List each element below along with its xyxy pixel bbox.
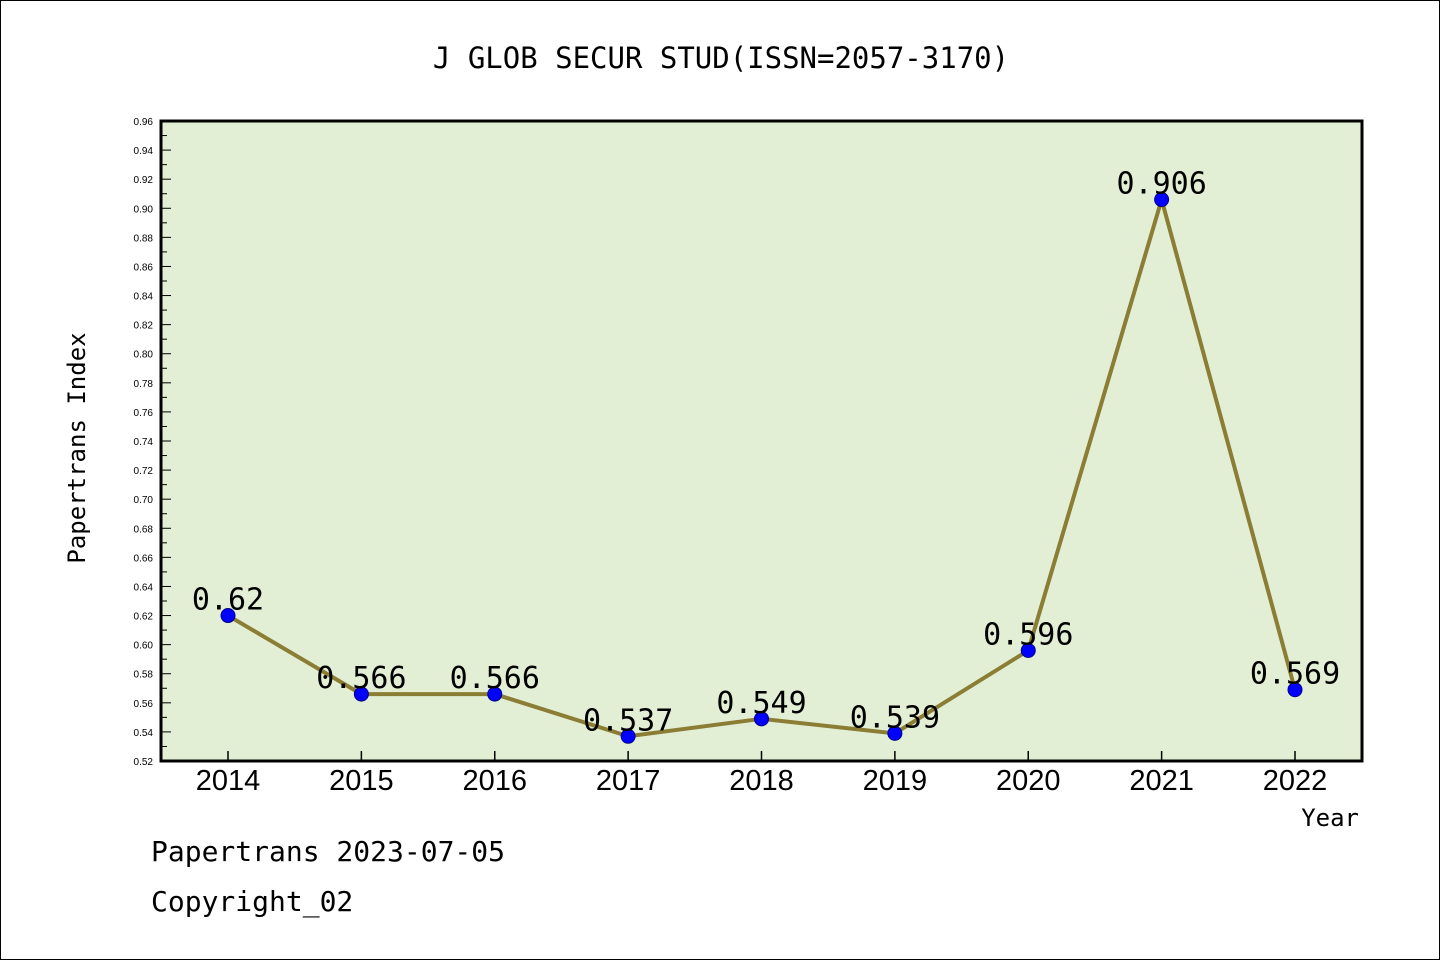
x-tick-label: 2021	[1129, 765, 1194, 797]
data-point	[1287, 682, 1303, 698]
y-tick-label: 0.74	[134, 437, 154, 448]
data-point	[754, 711, 769, 727]
data-label: 0.539	[850, 700, 940, 735]
y-tick-label: 0.90	[134, 204, 154, 215]
y-tick-label: 0.96	[134, 117, 154, 128]
y-tick-label: 0.80	[134, 350, 154, 361]
footer-copyright: Copyright_02	[151, 885, 354, 918]
x-axis-label: Year	[1301, 804, 1359, 832]
data-point	[1020, 642, 1036, 658]
y-tick-label: 0.70	[134, 495, 154, 506]
x-tick-label: 2016	[462, 765, 527, 797]
y-tick-label: 0.84	[134, 292, 154, 303]
data-label: 0.549	[716, 686, 806, 721]
x-tick-label: 2018	[729, 765, 794, 797]
data-point	[220, 608, 236, 624]
y-tick-label: 0.86	[134, 262, 154, 273]
y-tick-label: 0.62	[134, 612, 154, 623]
data-point	[353, 686, 369, 702]
data-point	[620, 728, 636, 744]
y-axis-label: Papertrans Index	[63, 332, 91, 563]
y-tick-label: 0.82	[134, 321, 154, 332]
y-tick-label: 0.92	[134, 175, 154, 186]
y-tick-label: 0.56	[134, 699, 154, 710]
data-label: 0.537	[583, 703, 673, 738]
data-label: 0.596	[983, 617, 1073, 652]
data-point	[487, 686, 503, 702]
y-tick-label: 0.94	[134, 146, 154, 157]
data-point	[1154, 192, 1170, 208]
x-tick-label: 2015	[329, 765, 394, 797]
data-label: 0.566	[450, 661, 540, 696]
y-tick-label: 0.54	[134, 728, 154, 739]
y-tick-label: 0.88	[134, 233, 154, 244]
y-tick-label: 0.58	[134, 670, 154, 681]
data-label: 0.906	[1116, 167, 1206, 202]
y-tick-label: 0.52	[134, 757, 154, 768]
data-label: 0.566	[316, 661, 406, 696]
y-tick-label: 0.64	[134, 582, 154, 593]
y-tick-label: 0.78	[134, 379, 154, 390]
y-tick-label: 0.68	[134, 524, 154, 535]
data-label: 0.62	[192, 583, 264, 618]
y-tick-label: 0.66	[134, 553, 154, 564]
footer-date: Papertrans 2023-07-05	[151, 835, 506, 868]
x-tick-label: 2020	[996, 765, 1061, 797]
y-tick-label: 0.60	[134, 641, 154, 652]
x-tick-label: 2017	[596, 765, 661, 797]
x-tick-label: 2022	[1263, 765, 1328, 797]
y-tick-label: 0.76	[134, 408, 154, 419]
data-label: 0.569	[1250, 657, 1340, 692]
data-point	[887, 725, 903, 741]
x-tick-label: 2014	[196, 765, 261, 797]
y-tick-label: 0.72	[134, 466, 154, 477]
plot-area	[159, 119, 1364, 763]
x-tick-label: 2019	[863, 765, 928, 797]
chart-title: J GLOB SECUR STUD(ISSN=2057-3170)	[433, 41, 1009, 75]
